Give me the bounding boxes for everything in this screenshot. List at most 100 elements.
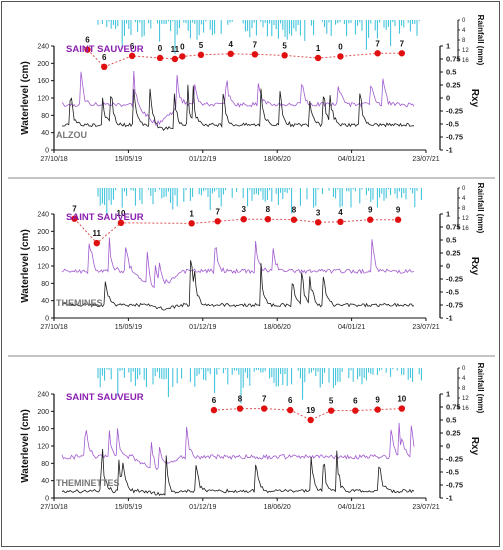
- right-tick-label: -0.5: [446, 468, 459, 477]
- rxy-lag-label: 6: [212, 396, 217, 405]
- x-tick-label: 23/07/21: [412, 504, 439, 511]
- rxy-point: [374, 50, 381, 57]
- right-tick-label: 0.5: [446, 68, 456, 77]
- rxy-point: [314, 54, 322, 62]
- panel-alzou: [51, 19, 460, 153]
- left-tick-label: 200: [37, 61, 49, 68]
- rain-axis-label: Rainfall (mm): [476, 15, 485, 66]
- rainfall-bars: [97, 20, 420, 55]
- x-tick-label: 27/10/18: [40, 324, 67, 331]
- right-tick-label: -1: [446, 494, 453, 503]
- rxy-lag-label: 0: [338, 42, 343, 51]
- rxy-point: [264, 216, 272, 223]
- left-tick-label: 240: [37, 392, 49, 399]
- rxy-lag-label: 7: [262, 395, 267, 404]
- rain-tick-label: 8: [462, 38, 466, 44]
- right-tick-label: 1: [446, 390, 450, 399]
- left-tick-label: 160: [37, 426, 49, 433]
- right-tick-label: -0.75: [446, 301, 463, 310]
- right-tick-label: 0.25: [446, 81, 461, 90]
- rxy-lag-label: 11: [93, 229, 102, 238]
- x-tick-label: 01/12/19: [189, 324, 216, 331]
- rxy-point: [197, 51, 205, 59]
- x-tick-label: 04/01/21: [338, 324, 365, 331]
- right-tick-label: 0.25: [446, 429, 461, 438]
- left-tick-label: 40: [41, 130, 49, 137]
- reference-station-label: SAINT SAUVEUR: [66, 44, 144, 55]
- left-axis-label: Waterlevel (cm): [20, 61, 31, 135]
- rxy-point: [260, 405, 268, 412]
- rxy-lag-label: 7: [72, 205, 77, 214]
- rxy-lag-label: 0: [158, 44, 163, 53]
- reference-waterlevel-series: [61, 237, 415, 289]
- x-tick-label: 01/12/19: [189, 156, 216, 163]
- rxy-lag-label: 4: [228, 40, 233, 49]
- rxy-lag-label: 5: [329, 397, 334, 406]
- rxy-point: [128, 52, 136, 60]
- left-tick-label: 0: [45, 316, 49, 323]
- rxy-lag-label: 7: [375, 39, 380, 48]
- station-waterlevel-series: [61, 448, 415, 496]
- rxy-point: [251, 51, 259, 58]
- reference-waterlevel-series: [61, 422, 415, 471]
- rain-tick-label: 12: [462, 396, 469, 402]
- x-tick-label: 15/05/19: [115, 324, 142, 331]
- rain-tick-label: 4: [462, 376, 466, 382]
- rain-tick-label: 16: [462, 406, 469, 412]
- rxy-point: [227, 50, 234, 57]
- rxy-lag-label: 5: [282, 41, 287, 50]
- reference-station-label: SAINT SAUVEUR: [66, 212, 144, 223]
- rxy-lag-label: 3: [241, 205, 246, 214]
- right-tick-label: -0.25: [446, 455, 463, 464]
- rain-tick-label: 16: [462, 226, 469, 232]
- rain-tick-label: 4: [462, 28, 466, 34]
- right-tick-label: -1: [446, 146, 453, 155]
- left-tick-label: 80: [41, 461, 49, 468]
- left-tick-label: 240: [37, 212, 49, 219]
- station-waterlevel-series: [61, 260, 415, 311]
- left-axis-label: Waterlevel (cm): [20, 409, 31, 483]
- station-label: ALZOU: [56, 130, 87, 140]
- rain-tick-label: 12: [462, 48, 469, 54]
- left-tick-label: 160: [37, 246, 49, 253]
- station-label: THEMINES: [56, 298, 103, 308]
- rxy-lag-label: 6: [102, 53, 107, 62]
- right-tick-label: 0.75: [446, 55, 461, 64]
- rxy-lag-label: 8: [266, 205, 271, 214]
- left-axis-label: Waterlevel (cm): [20, 229, 31, 303]
- x-tick-label: 27/10/18: [40, 504, 67, 511]
- right-tick-label: -0.75: [446, 481, 463, 490]
- left-tick-label: 200: [37, 229, 49, 236]
- x-tick-label: 01/12/19: [189, 504, 216, 511]
- rxy-lag-label: 6: [130, 42, 135, 51]
- rxy-point: [374, 406, 381, 413]
- rxy-lag-label: 8: [238, 395, 243, 404]
- rxy-point: [101, 63, 108, 70]
- x-tick-label: 15/05/19: [115, 504, 142, 511]
- rxy-lag-label: 7: [400, 39, 405, 48]
- rainfall-bars: [97, 188, 422, 215]
- rxy-lag-label: 3: [316, 208, 321, 217]
- rain-tick-label: 0: [462, 366, 466, 372]
- rxy-dashed-line: [213, 408, 402, 421]
- rain-tick-label: 0: [462, 18, 466, 24]
- rxy-lag-label: 7: [215, 207, 220, 216]
- station-label: THEMINETTES: [56, 478, 120, 488]
- rxy-point: [117, 219, 125, 227]
- rxy-point: [337, 218, 344, 225]
- right-tick-label: 0.5: [446, 236, 456, 245]
- rxy-point: [188, 220, 195, 227]
- rxy-point: [281, 52, 288, 59]
- right-tick-label: 0: [446, 442, 450, 451]
- x-tick-label: 23/07/21: [412, 156, 439, 163]
- x-tick-label: 18/06/20: [264, 156, 291, 163]
- rxy-dashed-line: [74, 218, 399, 244]
- right-tick-label: 0.75: [446, 403, 461, 412]
- rxy-lag-label: 9: [375, 396, 380, 405]
- rxy-lag-label: 1: [189, 209, 194, 218]
- right-tick-label: 0.25: [446, 249, 461, 258]
- left-tick-label: 40: [41, 478, 49, 485]
- x-tick-label: 04/01/21: [338, 504, 365, 511]
